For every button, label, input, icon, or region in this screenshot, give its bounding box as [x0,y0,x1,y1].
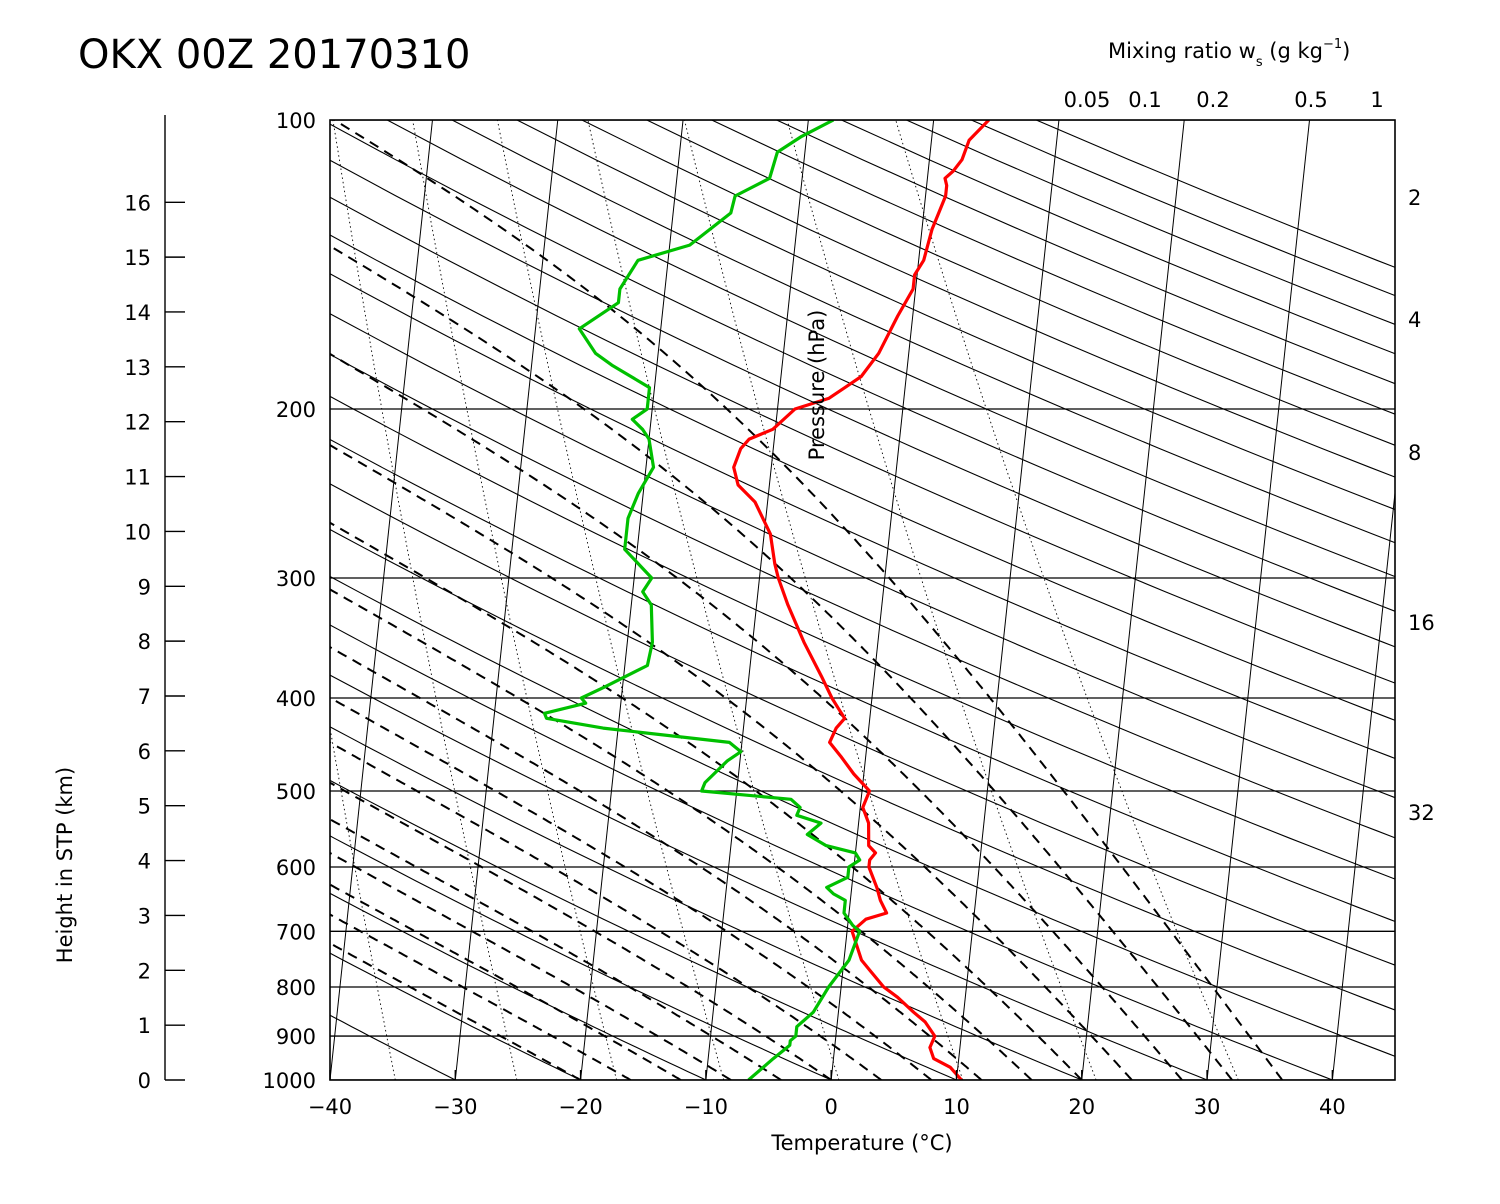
height-tick-label: 14 [124,301,151,325]
moist-adiabat-line [0,120,731,1080]
y-tick-label: 900 [276,1025,316,1049]
mixing-ratio-line [413,120,617,1080]
x-axis-label: Temperature (°C) [770,1131,952,1155]
isotherm-line [1207,120,1309,1080]
grid-layer [0,120,1500,1080]
mixing-ratio-line [101,120,231,1080]
height-tick-label: 11 [124,466,151,490]
height-tick-label: 10 [124,520,151,544]
x-tick-label: −30 [433,1095,477,1119]
moist-adiabat-line [335,120,1283,1080]
moist-adiabat-line [0,120,681,1080]
isotherm-line [1332,120,1434,1080]
height-tick-label: 3 [138,904,151,928]
moist-adiabat-line [0,120,1132,1080]
dry-adiabat-line [712,120,1500,1080]
height-axis-label: Height in STP (km) [53,767,77,963]
x-tick-label: −10 [684,1095,728,1119]
x-tick-label: 0 [824,1095,837,1119]
plot-frame [330,120,1395,1080]
y-tick-label: 400 [276,687,316,711]
mixing-ratio-top-label: 0.05 [1064,88,1111,112]
y-tick-label: 800 [276,976,316,1000]
dry-adiabat-line [0,120,1207,1080]
y-axis-label: Pressure (hPa) [805,310,829,461]
isotherm-line [706,120,808,1080]
isotherm-line [330,120,432,1080]
profile-layer [545,120,989,1080]
height-tick-label: 9 [138,575,151,599]
dry-adiabat-line [322,120,1500,1080]
moist-adiabat-line [0,120,1032,1080]
dry-adiabat-line [517,120,1500,1080]
y-tick-label: 100 [276,109,316,133]
y-tick-label: 700 [276,920,316,944]
x-tick-label: 20 [1068,1095,1095,1119]
dry-adiabat-line [842,120,1500,1080]
height-tick-label: 0 [138,1069,151,1093]
mixing-ratio-right-label: 2 [1408,186,1421,210]
mixing-ratio-right-label: 16 [1408,611,1435,635]
dry-adiabat-line [1036,120,1500,1080]
mixing-ratio-top-label: 0.2 [1196,88,1229,112]
height-tick-label: 8 [138,630,151,654]
height-tick-label: 12 [124,411,151,435]
y-tick-label: 300 [276,567,316,591]
y-tick-label: 500 [276,780,316,804]
dry-adiabat-line [452,120,1500,1080]
isotherm-line [0,120,57,1080]
temperature-profile-line [734,120,989,1080]
height-tick-label: 15 [124,246,151,270]
mixing-ratio-line [497,120,723,1080]
height-tick-label: 16 [124,191,151,215]
moist-adiabat-line [0,120,781,1080]
mixing-ratio-top-label: 1 [1370,88,1383,112]
mixing-ratio-top-label: 0.1 [1128,88,1161,112]
mixing-ratio-right-label: 4 [1408,308,1421,332]
chart-title: OKX 00Z 20170310 [78,32,470,78]
y-tick-label: 200 [276,398,316,422]
dry-adiabat-line [582,120,1500,1080]
mixing-ratio-line [787,120,1096,1080]
mixing-ratio-right-label: 8 [1408,441,1421,465]
height-tick-label: 13 [124,356,151,380]
height-tick-label: 6 [138,740,151,764]
x-tick-label: 30 [1194,1095,1221,1119]
x-tick-label: −20 [558,1095,602,1119]
mixing-ratio-right-label: 32 [1408,801,1435,825]
isotherm-line [831,120,933,1080]
mixing-ratio-top-label: 0.5 [1294,88,1327,112]
y-tick-label: 1000 [263,1069,316,1093]
height-tick-label: 2 [138,959,151,983]
height-tick-label: 7 [138,685,151,709]
height-tick-label: 1 [138,1014,151,1038]
dry-adiabat-line [0,120,1458,1080]
x-tick-label: 40 [1319,1095,1346,1119]
isotherm-line [956,120,1058,1080]
mixing-ratio-label: Mixing ratio ws (g kg−1) [1108,37,1350,70]
dry-adiabat-line [647,120,1500,1080]
y-tick-label: 600 [276,856,316,880]
dry-adiabat-line [971,120,1500,1080]
x-tick-label: −40 [308,1095,352,1119]
dry-adiabat-line [0,120,706,1080]
isotherm-line [1082,120,1184,1080]
dry-adiabat-line [906,120,1500,1080]
height-tick-label: 5 [138,795,151,819]
x-tick-label: 10 [943,1095,970,1119]
isotherm-line [1458,120,1500,1080]
height-tick-label: 4 [138,850,151,874]
